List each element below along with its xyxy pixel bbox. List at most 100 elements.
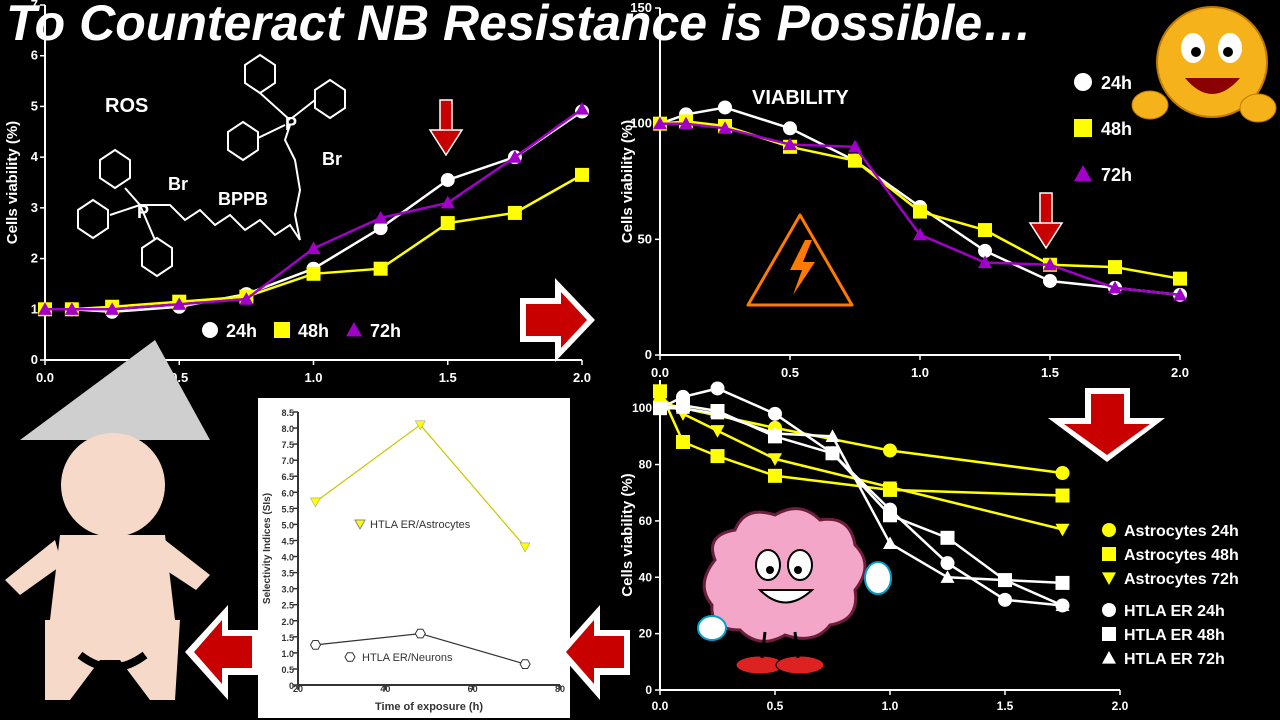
panel-annotation: ROS	[105, 95, 148, 117]
smiley-illustration	[1131, 6, 1277, 123]
data-point	[998, 573, 1012, 586]
data-point	[940, 530, 955, 545]
y-tick-label: 7.5	[281, 440, 294, 450]
baby-legs	[45, 620, 180, 700]
series-line-72h	[45, 107, 583, 311]
chart-panel-1: 0.0 0.5 1.0 1.5 2.0 0 50 100 150 Cells viability …	[619, 0, 1189, 380]
legend-marker	[1102, 603, 1116, 617]
smiley-mouth	[1185, 78, 1240, 94]
x-tick-label: 1.0	[911, 365, 929, 380]
y-tick-label: 60	[639, 514, 653, 528]
brain-left-hand	[697, 615, 727, 641]
y-tick-label: 3.0	[281, 585, 294, 595]
legend-marker	[1102, 627, 1116, 641]
y-axis-label: Cells viability (%)	[4, 121, 21, 244]
data-point	[414, 628, 426, 639]
data-point	[653, 391, 667, 404]
y-tick-label: 5.0	[281, 520, 294, 530]
data-point	[414, 420, 426, 431]
baby-illustration	[5, 340, 210, 700]
brain-left-pupil	[766, 566, 774, 574]
y-tick-label: 0	[31, 352, 38, 367]
data-point	[373, 261, 388, 276]
data-point	[940, 556, 955, 571]
y-tick-label: 8.0	[281, 424, 294, 434]
data-point	[1055, 598, 1070, 612]
data-point	[768, 426, 782, 440]
data-point	[825, 446, 840, 461]
data-point	[883, 536, 897, 550]
data-point	[310, 497, 321, 508]
legend-label: Astrocytes 48h	[1124, 547, 1239, 564]
thumb-right	[1239, 93, 1277, 123]
y-tick-label: 0	[645, 347, 652, 362]
arrow-left-1	[194, 620, 252, 684]
data-point	[913, 227, 927, 241]
data-point	[883, 508, 897, 523]
y-tick-label: 5.5	[281, 504, 294, 514]
legend-marker	[1102, 523, 1116, 537]
data-point	[783, 137, 797, 151]
y-tick-label: 40	[639, 570, 653, 584]
data-point	[710, 381, 725, 396]
x-tick-label: 0.0	[651, 365, 669, 380]
data-point	[575, 167, 589, 182]
lightning-bolt	[790, 240, 815, 295]
data-point	[978, 243, 992, 258]
data-point	[239, 292, 254, 305]
legend-label: 24h	[226, 321, 257, 341]
y-tick-label: 20	[639, 627, 653, 641]
data-point	[1108, 260, 1122, 275]
baby-left-arm	[5, 540, 62, 595]
legend-label: 72h	[1101, 165, 1132, 185]
baby-head	[61, 433, 165, 537]
bppb-molecule	[77, 53, 346, 278]
legend-marker	[1074, 119, 1092, 137]
legend-marker	[274, 322, 290, 338]
x-tick-label: 0.5	[781, 365, 799, 380]
legend-label: HTLA ER 24h	[1124, 603, 1225, 620]
phenyl-ring-3	[141, 236, 173, 278]
x-tick-label: 1.5	[1041, 365, 1059, 380]
hazard-icon	[746, 213, 854, 307]
y-tick-label: 7.0	[281, 456, 294, 466]
data-point	[1055, 466, 1070, 480]
brain-right-eye	[787, 549, 813, 581]
y-tick-label: 4	[31, 149, 39, 164]
legend-label: HTLA ER/Astrocytes	[370, 519, 471, 531]
data-point	[373, 221, 388, 236]
y-tick-label: 5	[31, 98, 38, 113]
data-point	[883, 481, 897, 495]
data-point	[1055, 575, 1070, 590]
y-tick-label: 3.5	[281, 569, 294, 579]
data-point	[1055, 523, 1070, 537]
data-point	[440, 195, 455, 209]
data-point	[440, 216, 455, 231]
legend-label: 48h	[298, 321, 329, 341]
legend-marker	[346, 322, 362, 337]
bromide-atom-label: Br	[322, 149, 342, 169]
arrow-down-small-shaft-2	[1039, 192, 1053, 226]
chart-background-3	[258, 398, 570, 718]
x-tick-label: 1.0	[304, 370, 322, 385]
arrow-down-small-shaft-1	[439, 99, 453, 133]
x-tick-label: 1.5	[439, 370, 457, 385]
series-line-24h	[45, 110, 583, 314]
legend-marker	[1074, 73, 1092, 91]
data-point	[1173, 287, 1187, 301]
x-tick-label: 2.0	[1112, 699, 1129, 713]
series-line-72h	[660, 122, 1181, 297]
phenyl-ring-5	[314, 78, 346, 120]
y-tick-label: 6	[31, 48, 38, 63]
phenyl-ring-1	[99, 148, 131, 190]
smiley-left-pupil	[1191, 47, 1201, 57]
data-point	[768, 453, 782, 466]
arrow-down	[1064, 394, 1150, 455]
legend-marker	[1074, 165, 1092, 182]
brain-right-leg	[793, 631, 800, 659]
legend-label: HTLA ER/Neurons	[362, 652, 453, 664]
brain-right-pupil	[794, 566, 802, 574]
data-point	[373, 211, 388, 224]
